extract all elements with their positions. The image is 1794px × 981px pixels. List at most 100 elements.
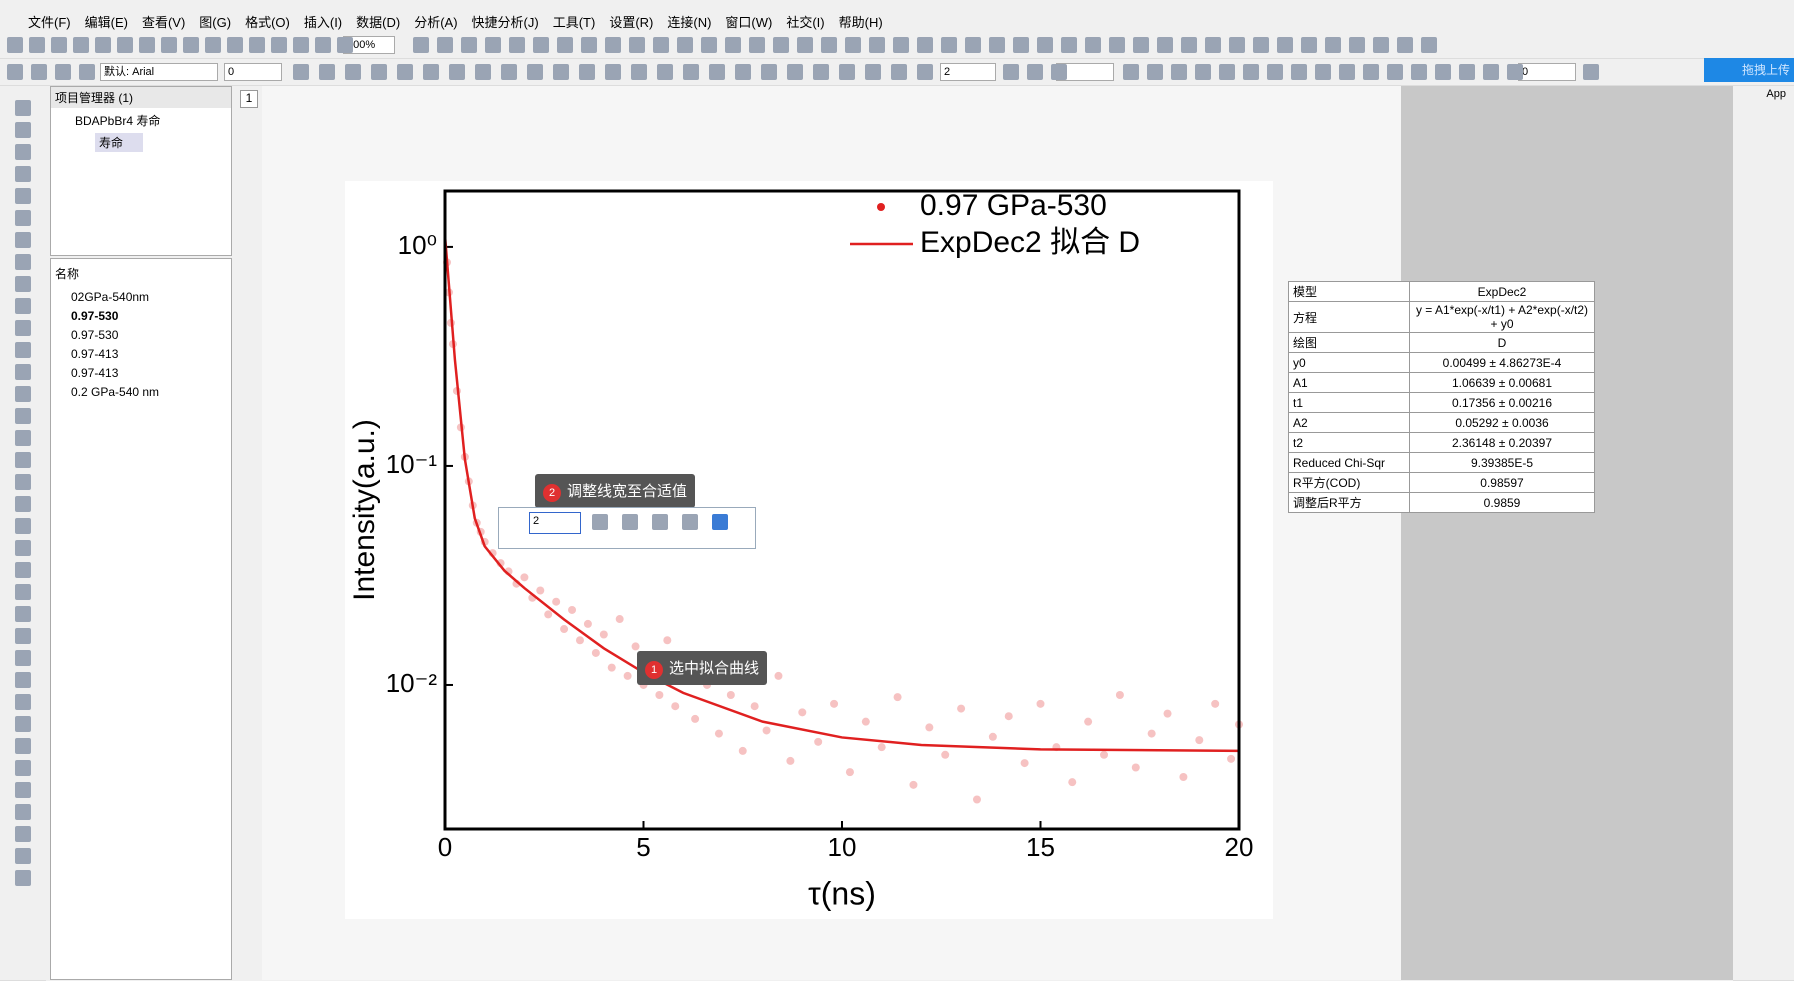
tool-icon[interactable] [1387,64,1403,80]
tool-icon[interactable] [917,64,933,80]
tool-icon[interactable] [1229,37,1245,53]
tool-icon[interactable] [15,122,31,138]
tool-icon[interactable] [1133,37,1149,53]
tool-icon[interactable] [501,64,517,80]
tool-icon[interactable] [15,232,31,248]
tool-icon[interactable] [1051,64,1067,80]
tool-icon[interactable] [787,64,803,80]
tool-icon[interactable] [845,37,861,53]
tool-icon[interactable] [15,562,31,578]
tool-icon[interactable] [701,37,717,53]
tool-icon[interactable] [653,37,669,53]
tool-icon[interactable] [725,37,741,53]
tool-icon[interactable] [1315,64,1331,80]
tool-icon[interactable] [15,430,31,446]
tool-icon[interactable] [79,64,95,80]
file-item[interactable]: 0.97-530 [71,309,119,323]
menu-item[interactable]: 连接(N) [667,15,712,30]
tool-icon[interactable] [139,37,155,53]
tool-icon[interactable] [677,37,693,53]
tool-icon[interactable] [205,37,221,53]
menu-item[interactable]: 数据(D) [356,15,401,30]
tool-icon[interactable] [29,37,45,53]
tool-icon[interactable] [15,210,31,226]
tool-icon[interactable] [7,64,23,80]
tool-icon[interactable] [893,37,909,53]
tool-icon[interactable] [813,64,829,80]
tool-icon[interactable] [1435,64,1451,80]
menu-item[interactable]: 工具(T) [552,15,596,30]
tool-icon[interactable] [1123,64,1139,80]
tool-icon[interactable] [15,144,31,160]
tool-icon[interactable] [15,496,31,512]
tool-icon[interactable] [15,870,31,886]
icon[interactable] [712,514,728,530]
tool-icon[interactable] [527,64,543,80]
tool-icon[interactable] [15,804,31,820]
tool-icon[interactable] [423,64,439,80]
tool-icon[interactable] [437,37,453,53]
tool-icon[interactable] [15,540,31,556]
tool-icon[interactable] [605,64,621,80]
tool-icon[interactable] [183,37,199,53]
tool-icon[interactable] [15,342,31,358]
tool-icon[interactable] [485,37,501,53]
menu-item[interactable]: 快捷分析(J) [471,15,539,30]
tool-icon[interactable] [1291,64,1307,80]
tool-icon[interactable] [249,37,265,53]
tool-icon[interactable] [15,584,31,600]
tool-icon[interactable] [1181,37,1197,53]
tool-icon[interactable] [773,37,789,53]
tool-icon[interactable] [227,37,243,53]
tool-icon[interactable] [735,64,751,80]
tool-icon[interactable] [95,37,111,53]
menu-item[interactable]: 窗口(W) [725,15,773,30]
tool-icon[interactable] [315,37,331,53]
field-b[interactable]: 0 [1518,63,1576,81]
file-item[interactable]: 0.97-413 [71,347,119,361]
tool-icon[interactable] [7,37,23,53]
tool-icon[interactable] [1003,64,1019,80]
tool-icon[interactable] [161,37,177,53]
tree-folder[interactable]: 寿命 [95,133,143,152]
menu-item[interactable]: 文件(F) [28,15,71,30]
font-size-field[interactable]: 0 [224,63,282,81]
tool-icon[interactable] [1277,37,1293,53]
tool-icon[interactable] [461,37,477,53]
tool-icon[interactable] [1421,37,1437,53]
tool-icon[interactable] [1363,64,1379,80]
menu-item[interactable]: 设置(R) [609,15,654,30]
tool-icon[interactable] [553,64,569,80]
tool-icon[interactable] [1109,37,1125,53]
tool-icon[interactable] [1583,64,1599,80]
tool-icon[interactable] [15,518,31,534]
icon[interactable] [592,514,608,530]
tool-icon[interactable] [271,37,287,53]
tool-icon[interactable] [709,64,725,80]
tool-icon[interactable] [1195,64,1211,80]
menu-item[interactable]: 查看(V) [141,15,186,30]
tool-icon[interactable] [117,37,133,53]
tool-icon[interactable] [797,37,813,53]
tool-icon[interactable] [51,37,67,53]
tool-icon[interactable] [15,782,31,798]
tool-icon[interactable] [15,628,31,644]
tool-icon[interactable] [15,298,31,314]
tool-icon[interactable] [839,64,855,80]
tool-icon[interactable] [1411,64,1427,80]
menu-item[interactable]: 帮助(H) [838,15,883,30]
tool-icon[interactable] [15,386,31,402]
tool-icon[interactable] [15,826,31,842]
tool-icon[interactable] [73,37,89,53]
tool-icon[interactable] [1459,64,1475,80]
tool-icon[interactable] [683,64,699,80]
tool-icon[interactable] [1205,37,1221,53]
file-item[interactable]: 0.97-413 [71,366,119,380]
tool-icon[interactable] [509,37,525,53]
tool-icon[interactable] [581,37,597,53]
page-tab[interactable]: 1 [240,90,258,108]
tool-icon[interactable] [31,64,47,80]
icon[interactable] [622,514,638,530]
tool-icon[interactable] [1013,37,1029,53]
tool-icon[interactable] [965,37,981,53]
